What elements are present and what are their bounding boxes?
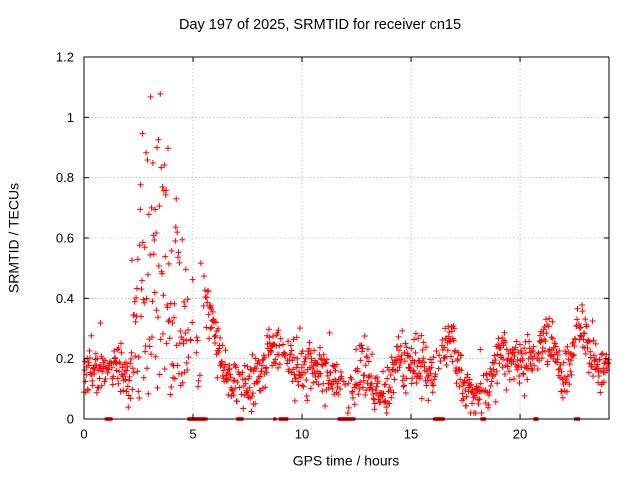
svg-text:5: 5	[189, 426, 196, 441]
svg-text:0.2: 0.2	[56, 351, 74, 366]
svg-text:1: 1	[67, 110, 74, 125]
svg-text:15: 15	[404, 426, 418, 441]
svg-text:10: 10	[295, 426, 309, 441]
svg-text:0: 0	[67, 411, 74, 426]
svg-text:20: 20	[513, 426, 527, 441]
svg-text:0.6: 0.6	[56, 230, 74, 245]
svg-text:1.2: 1.2	[56, 49, 74, 64]
svg-text:0.4: 0.4	[56, 291, 74, 306]
svg-text:SRMTID / TECUs: SRMTID / TECUs	[6, 183, 22, 293]
svg-text:0: 0	[80, 426, 87, 441]
svg-text:Day 197 of 2025, SRMTID for re: Day 197 of 2025, SRMTID for receiver cn1…	[179, 17, 461, 33]
svg-text:0.8: 0.8	[56, 170, 74, 185]
svg-text:GPS time / hours: GPS time / hours	[293, 453, 400, 469]
